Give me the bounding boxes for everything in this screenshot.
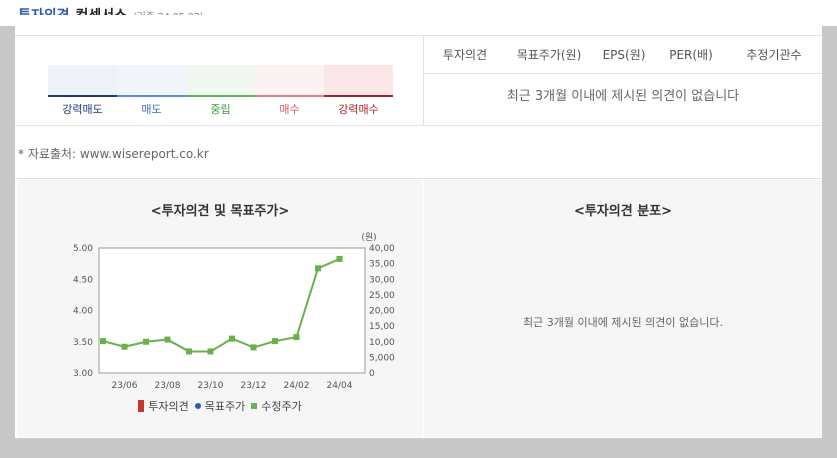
- series-point: [229, 335, 236, 342]
- y-right-unit-label: (원): [361, 232, 376, 243]
- x-tick-label: 23/12: [241, 381, 267, 391]
- legend-marker: [194, 403, 201, 409]
- y-right-tick-label: 35,000: [369, 260, 395, 270]
- legend-label: 수정주가: [261, 400, 302, 413]
- series-point: [250, 344, 257, 351]
- series-point: [186, 348, 193, 355]
- gauge-label: 매도: [141, 103, 162, 116]
- y-right-tick-label: 10,000: [369, 338, 395, 348]
- gauge-segment-line: [117, 95, 186, 97]
- empty-message: 최근 3개월 이내에 제시된 의견이 없습니다: [506, 89, 740, 104]
- series-point: [336, 255, 343, 262]
- legend-item: 수정주가: [251, 398, 302, 414]
- divider: [15, 35, 822, 36]
- gauge-segment-line: [186, 95, 255, 97]
- y-left-tick-label: 4.00: [73, 307, 93, 317]
- x-tick-label: 23/06: [112, 381, 138, 391]
- opinion-price-chart: 3.00 3.50 4.00 4.50 5.00 0 5,000 10,000 15,000 20…: [73, 232, 395, 391]
- series-point: [121, 343, 128, 350]
- legend-item: 투자의견: [138, 398, 189, 414]
- x-tick-label: 23/08: [155, 381, 181, 391]
- legend-item: 목표주가: [194, 398, 246, 414]
- gauge-label: 강력매도: [62, 103, 103, 116]
- gauge-segment-line: [255, 95, 324, 97]
- opinion-chart-section: <투자의견 및 목표주가> 3.00 3.50 4.00 4.50 5.00 0 5,000…: [17, 180, 423, 437]
- series-point: [272, 338, 279, 345]
- gauge-segment: [117, 65, 186, 97]
- divider: [424, 73, 822, 74]
- data-source: * 자료출처: www.wisereport.co.kr: [18, 147, 209, 161]
- y-left-tick-label: 5.00: [73, 244, 93, 254]
- table-header-cell: 목표주가(원): [516, 47, 582, 62]
- consensus-table-header: 투자의견 목표주가(원) EPS(원) PER(배) 추정기관수: [424, 35, 822, 73]
- table-header-cell: 추정기관수: [746, 47, 802, 62]
- series-point: [164, 336, 171, 343]
- series-point: [315, 265, 322, 272]
- gauge-segment-line: [324, 95, 393, 97]
- y-right-tick-label: 30,000: [369, 275, 395, 285]
- y-right-tick-label: 40,000: [369, 244, 395, 254]
- y-right-tick-label: 5,000: [369, 353, 395, 363]
- chart-legend: 투자의견 목표주가 수정주가: [17, 398, 423, 414]
- y-right-tick-label: 15,000: [369, 322, 395, 332]
- table-header-cell: 투자의견: [442, 47, 488, 62]
- legend-marker: [138, 400, 145, 412]
- distribution-empty-message: 최근 3개월 이내에 제시된 의견이 없습니다.: [522, 316, 724, 329]
- gauge-label: 매수: [279, 103, 300, 116]
- gauge-label: 강력매수: [338, 103, 379, 116]
- gauge-label: 중립: [210, 103, 231, 116]
- plot-area: [98, 247, 366, 374]
- x-tick-label: 24/02: [284, 381, 310, 391]
- gauge-segment: [48, 65, 117, 97]
- divider: [15, 178, 822, 179]
- distribution-title: <투자의견 분포>: [573, 204, 673, 219]
- series-point: [100, 338, 106, 345]
- y-right-tick-label: 25,000: [369, 291, 395, 301]
- legend-label: 목표주가: [204, 400, 246, 413]
- gauge-segment: [255, 65, 324, 97]
- x-tick-label: 24/04: [327, 381, 353, 391]
- series-point: [207, 348, 214, 355]
- series-point: [143, 338, 150, 345]
- distribution-section: <투자의견 분포> 최근 3개월 이내에 제시된 의견이 없습니다.: [424, 180, 822, 437]
- divider: [15, 125, 822, 126]
- legend-label: 투자의견: [148, 400, 189, 413]
- series-line: [102, 258, 340, 353]
- y-left-tick-label: 3.50: [73, 338, 93, 348]
- opinion-gauge: 강력매도 매도 중립 매수 강력매수: [48, 65, 393, 116]
- y-right-tick-label: 0: [369, 369, 375, 379]
- series-point: [293, 334, 300, 341]
- x-tick-label: 23/10: [198, 381, 224, 391]
- gauge-segment-line: [48, 95, 117, 97]
- y-left-tick-label: 3.00: [73, 369, 93, 379]
- legend-marker: [251, 403, 258, 409]
- y-right-tick-label: 20,000: [369, 307, 395, 317]
- gauge-segment: [324, 65, 393, 97]
- y-left-tick-label: 4.50: [73, 275, 93, 285]
- table-header-cell: EPS(원): [602, 47, 646, 62]
- table-header-cell: PER(배): [669, 47, 713, 62]
- gauge-segment: [186, 65, 255, 97]
- consensus-panel: 강력매도 매도 중립 매수 강력매수 투자의견 목표주가(원) EPS(원) PER(배) 추정…: [15, 15, 822, 438]
- chart-title: <투자의견 및 목표주가>: [150, 204, 290, 219]
- divider: [423, 35, 424, 125]
